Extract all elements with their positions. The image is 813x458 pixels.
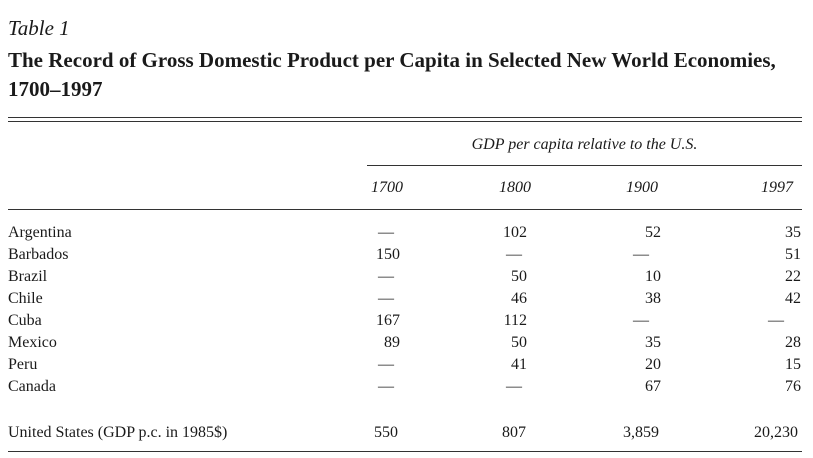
table-cell: 22: [785, 268, 801, 285]
table-cell: 46: [511, 290, 527, 307]
column-header-1900: 1900: [626, 179, 658, 196]
table-cell: 67: [645, 378, 661, 395]
table-cell: —: [378, 378, 394, 395]
table-cell: 76: [785, 378, 801, 395]
table-cell: 51: [785, 246, 801, 263]
table-cell: 38: [645, 290, 661, 307]
table-cell: 42: [785, 290, 801, 307]
column-header-1800: 1800: [499, 179, 531, 196]
spanner-rule: [367, 165, 802, 166]
table-cell: —: [633, 246, 649, 263]
footer-cell: 20,230: [754, 424, 798, 441]
table-cell: —: [506, 378, 522, 395]
table-cell: 15: [785, 356, 801, 373]
table-cell: —: [506, 246, 522, 263]
row-label: Brazil: [8, 268, 48, 285]
top-rule-1: [8, 117, 802, 118]
row-label: Peru: [8, 356, 38, 373]
header-rule: [8, 209, 802, 210]
table-cell: 102: [503, 224, 527, 241]
row-label: Cuba: [8, 312, 42, 329]
column-header-1997: 1997: [761, 179, 793, 196]
top-rule-2: [8, 121, 802, 122]
footer-cell: 550: [374, 424, 398, 441]
column-header-1700: 1700: [371, 179, 403, 196]
table-cell: 150: [376, 246, 400, 263]
row-label: Argentina: [8, 224, 72, 241]
table-cell: 50: [511, 334, 527, 351]
table-cell: 35: [785, 224, 801, 241]
table-label: Table 1: [8, 16, 70, 40]
table-cell: —: [378, 356, 394, 373]
table-cell: 20: [645, 356, 661, 373]
table-cell: 35: [645, 334, 661, 351]
table-cell: 50: [511, 268, 527, 285]
table-cell: 41: [511, 356, 527, 373]
footer-row-label: United States (GDP p.c. in 1985$): [8, 424, 228, 441]
table-cell: 89: [384, 334, 400, 351]
table-cell: —: [378, 268, 394, 285]
table-cell: —: [633, 312, 649, 329]
table-title: The Record of Gross Domestic Product per…: [8, 48, 776, 101]
footer-cell: 807: [502, 424, 526, 441]
table-cell: 52: [645, 224, 661, 241]
row-label: Barbados: [8, 246, 69, 263]
table-cell: —: [768, 312, 784, 329]
table-cell: —: [378, 290, 394, 307]
table-cell: —: [378, 224, 394, 241]
row-label: Mexico: [8, 334, 57, 351]
row-label: Canada: [8, 378, 56, 395]
table-cell: 167: [376, 312, 400, 329]
bottom-rule: [8, 451, 802, 452]
spanner-heading: GDP per capita relative to the U.S.: [471, 136, 698, 153]
table-cell: 10: [645, 268, 661, 285]
row-label: Chile: [8, 290, 43, 307]
table-cell: 112: [503, 312, 527, 329]
footer-cell: 3,859: [623, 424, 659, 441]
table-cell: 28: [785, 334, 801, 351]
